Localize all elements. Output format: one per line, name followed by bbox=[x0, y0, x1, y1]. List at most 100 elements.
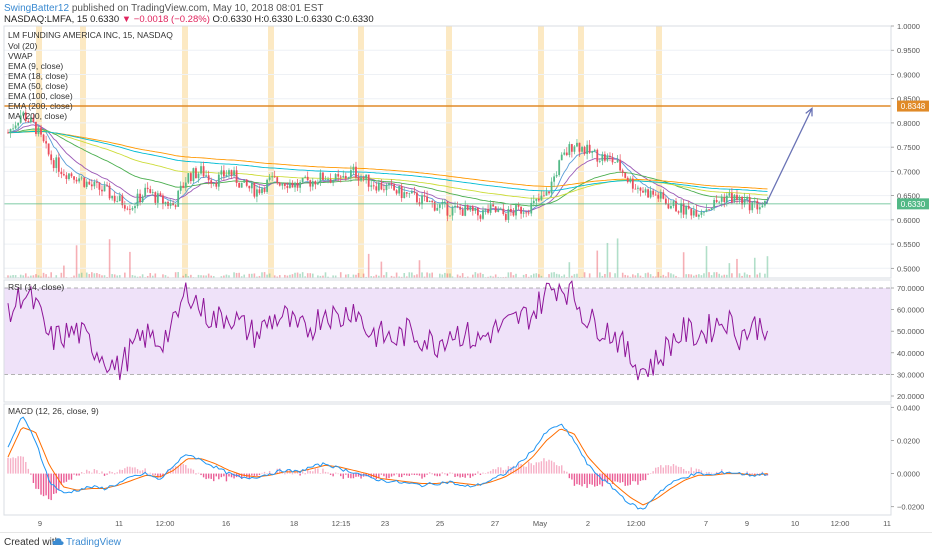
candle-body bbox=[652, 190, 655, 195]
macd-hist-bar bbox=[614, 473, 616, 482]
price-text: 0.6330 bbox=[90, 14, 120, 25]
candle-body bbox=[662, 192, 665, 199]
macd-hist-bar bbox=[525, 466, 527, 474]
volume-bar bbox=[220, 276, 223, 278]
candle-body bbox=[344, 175, 347, 179]
price-tick-label: 0.8500 bbox=[897, 95, 920, 104]
candle-body bbox=[446, 201, 449, 216]
volume-bar bbox=[512, 275, 515, 278]
macd-hist-bar bbox=[373, 473, 375, 478]
volume-bar bbox=[426, 272, 428, 278]
candle-body bbox=[624, 172, 627, 178]
macd-hist-bar bbox=[30, 473, 32, 475]
volume-bar bbox=[151, 275, 154, 278]
volume-bar bbox=[550, 272, 553, 278]
macd-hist-bar bbox=[588, 473, 591, 485]
candle-body bbox=[179, 185, 182, 191]
volume-bar bbox=[576, 273, 578, 278]
projection-arrow[interactable] bbox=[765, 107, 813, 205]
volume-bar bbox=[124, 272, 126, 278]
candle-body bbox=[131, 208, 134, 210]
candle-body bbox=[42, 134, 45, 142]
macd-hist-bar bbox=[629, 473, 631, 485]
candle-body bbox=[398, 186, 401, 194]
candle-body bbox=[586, 144, 589, 155]
candle-body bbox=[532, 200, 535, 203]
macd-hist-bar bbox=[93, 469, 96, 474]
candle-body bbox=[212, 183, 215, 184]
volume-bar bbox=[357, 273, 360, 278]
macd-hist-bar bbox=[192, 469, 195, 474]
macd-hist-bar bbox=[139, 470, 141, 474]
rsi-tick-label: 40.0000 bbox=[897, 349, 924, 358]
candle-body bbox=[515, 205, 517, 216]
volume-bar bbox=[698, 274, 700, 278]
volume-bar bbox=[129, 251, 131, 278]
macd-hist-bar bbox=[411, 473, 413, 475]
macd-hist-bar bbox=[535, 462, 538, 474]
macd-hist-bar bbox=[121, 469, 123, 474]
change-text: ▼ −0.0018 (−0.28%) bbox=[121, 14, 210, 25]
rsi-band bbox=[4, 288, 891, 375]
volume-bar bbox=[266, 274, 268, 278]
candle-body bbox=[261, 188, 263, 194]
candle-body bbox=[187, 173, 190, 183]
time-tick-label: 9 bbox=[38, 519, 42, 528]
macd-hist-bar bbox=[131, 467, 134, 474]
macd-hist-bar bbox=[317, 468, 319, 474]
candle-body bbox=[479, 215, 482, 219]
macd-hist-bar bbox=[291, 473, 294, 475]
candle-body bbox=[477, 207, 479, 216]
candle-body bbox=[367, 174, 370, 187]
macd-hist-bar bbox=[304, 473, 306, 475]
macd-hist-bar bbox=[329, 473, 332, 475]
macd-hist-bar bbox=[561, 465, 563, 474]
macd-hist-bar bbox=[700, 470, 703, 474]
candle-body bbox=[692, 210, 695, 216]
candle-body bbox=[443, 201, 446, 203]
candle-body bbox=[101, 189, 103, 192]
volume-bar bbox=[289, 274, 291, 278]
time-axis: 9 11 12:00 16 18 12:15 23 25 27 May 2 12:00 7 9 10 12:0… bbox=[38, 519, 891, 528]
volume-bar bbox=[624, 274, 627, 278]
candle-body bbox=[403, 192, 406, 199]
macd-hist-bar bbox=[91, 472, 93, 474]
candle-body bbox=[758, 207, 761, 210]
macd-hist-bar bbox=[548, 459, 550, 474]
ema-line-4 bbox=[8, 131, 768, 190]
author-link[interactable]: SwingBatter12 bbox=[4, 3, 70, 14]
candle-body bbox=[37, 127, 40, 135]
volume-bar bbox=[479, 272, 482, 278]
legend-ema9: EMA (9, close) bbox=[8, 61, 63, 71]
macd-hist-bar bbox=[126, 466, 129, 474]
volume-bar bbox=[73, 275, 75, 278]
volume-bar bbox=[256, 276, 258, 278]
macd-hist-bar bbox=[416, 473, 418, 476]
candle-body bbox=[22, 112, 25, 116]
volume-bar bbox=[604, 273, 606, 278]
volume-bar bbox=[647, 272, 649, 278]
macd-hist-bar bbox=[9, 458, 12, 474]
candle-body bbox=[560, 154, 563, 161]
time-tick-label: 7 bbox=[704, 519, 708, 528]
candle-body bbox=[103, 185, 106, 192]
price-tick-label: 0.7000 bbox=[897, 167, 920, 176]
candle-body bbox=[388, 183, 390, 185]
candle-body bbox=[14, 125, 17, 129]
volume-bar bbox=[205, 275, 207, 278]
rsi-tick-label: 50.0000 bbox=[897, 327, 924, 336]
macd-hist-bar bbox=[281, 472, 284, 474]
tradingview-link[interactable]: TradingView bbox=[66, 537, 122, 548]
time-tick-label: 9 bbox=[745, 519, 749, 528]
volume-bar bbox=[560, 276, 563, 278]
volume-bar bbox=[383, 275, 385, 278]
volume-bar bbox=[472, 274, 474, 278]
candle-body bbox=[487, 209, 489, 213]
volume-bar bbox=[380, 261, 383, 278]
macd-hist-bar bbox=[538, 462, 540, 474]
legend-ma200: MA (200, close) bbox=[8, 111, 67, 121]
candle-body bbox=[50, 154, 53, 161]
chart-canvas[interactable]: LM FUNDING AMERICA INC, 15, NASDAQ Vol (… bbox=[0, 24, 932, 532]
macd-hist-bar bbox=[675, 465, 677, 474]
macd-hist-bar bbox=[609, 473, 611, 480]
